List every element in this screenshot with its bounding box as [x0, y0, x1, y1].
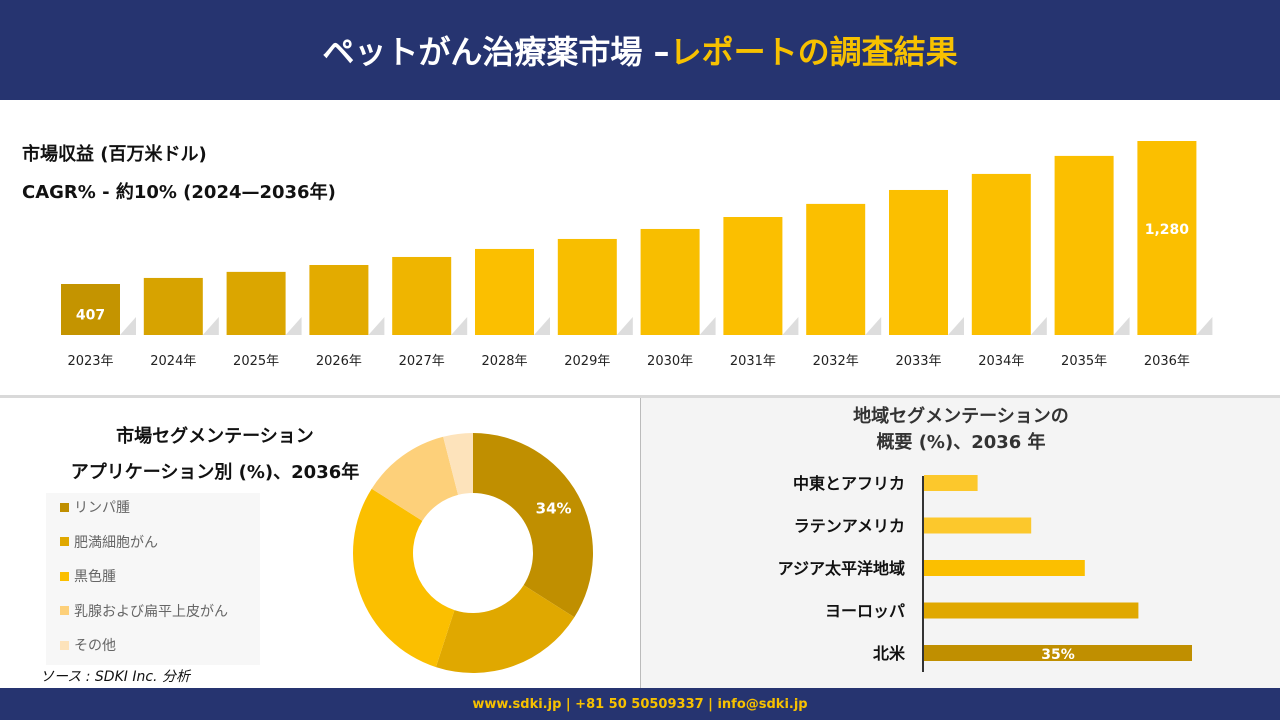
region-label: 北米 [873, 644, 906, 663]
region-label: アジア太平洋地域 [778, 559, 905, 578]
region-bar [924, 475, 978, 491]
donut-slice [443, 433, 473, 495]
legend-label: その他 [74, 638, 116, 654]
region-title-1: 地域セグメンテーションの [853, 406, 1069, 427]
bar [309, 264, 369, 335]
application-segmentation-panel: 市場セグメンテーション アプリケーション別 (%)、2036年 リンパ腫肥満細胞… [0, 398, 640, 688]
region-label: ラテンアメリカ [794, 517, 905, 536]
region-label: 中東とアフリカ [793, 474, 905, 493]
bar-shadow [1113, 317, 1130, 335]
bar-shadow [948, 317, 964, 335]
source-note: ソース : SDKI Inc. 分析 [40, 669, 190, 685]
x-tick-label: 2033年 [895, 354, 941, 369]
page-header: ペットがん治療薬市場 – レポートの調査結果 [0, 0, 1280, 100]
legend-swatch [60, 537, 69, 546]
revenue-label: 市場収益 (百万米ドル) [22, 144, 207, 165]
region-bar [924, 602, 1139, 619]
region-bar [924, 560, 1085, 576]
region-label: ヨーロッパ [825, 602, 905, 621]
bar-shadow [368, 317, 385, 335]
x-tick-label: 2024年 [150, 354, 196, 369]
cagr-label: CAGR% - 約10% (2024—2036年) [22, 182, 336, 203]
x-tick-label: 2025年 [233, 354, 279, 369]
x-tick-label: 2030年 [647, 354, 693, 369]
bar [723, 217, 783, 335]
x-tick-label: 2031年 [730, 354, 776, 369]
x-tick-label: 2027年 [399, 354, 445, 369]
bar-shadow [534, 317, 550, 335]
x-tick-label: 2032年 [813, 354, 859, 369]
bar [557, 238, 617, 335]
x-tick-label: 2034年 [978, 354, 1024, 369]
title-main: ペットがん治療薬市場 – [322, 33, 670, 71]
title-accent: レポートの調査結果 [669, 33, 958, 71]
bar [143, 277, 203, 335]
region-segmentation-panel: 地域セグメンテーションの 概要 (%)、2036 年 中東とアフリカ ラテンアメリ… [640, 398, 1280, 688]
legend-label: 乳腺および扁平上皮がん [74, 603, 228, 620]
legend-label: 肥満細胞がん [74, 534, 158, 551]
footer: www.sdki.jp | +81 50 50509337 | info@sdk… [0, 688, 1280, 720]
legend-item: その他 [60, 635, 116, 655]
legend-swatch [60, 502, 69, 512]
donut-slice [353, 488, 455, 668]
revenue-bar-chart: 2023年 407 2024年 2025年 2026年 2027年 2028年 2029年 20… [0, 100, 1280, 395]
bar-shadow [782, 317, 799, 335]
bar [1054, 155, 1114, 335]
bar-shadow [120, 317, 136, 335]
bar [806, 203, 866, 335]
region-bar [924, 517, 1032, 534]
bar-shadow [699, 317, 716, 335]
bar-shadow [1030, 317, 1047, 335]
donut-legend: リンパ腫肥満細胞がん 黒色腫乳腺および扁平上皮がん その他 [46, 493, 260, 665]
legend-swatch [60, 640, 69, 650]
region-title-2: 概要 (%)、2036 年 [876, 432, 1046, 453]
bar [475, 248, 534, 335]
data-label: 407 [76, 308, 105, 324]
donut-slice [435, 585, 575, 673]
bar-shadow [451, 317, 468, 335]
region-bar-chart: 中東とアフリカ ラテンアメリカアジア太平洋地域ヨーロッパ北米 35% [641, 458, 1280, 688]
segmentation-title-2: アプリケーション別 (%)、2036年 [70, 462, 360, 483]
legend-item: 肥満細胞がん [60, 532, 158, 552]
bar-data-label: 35% [1041, 647, 1075, 663]
x-tick-label: 2023年 [67, 354, 113, 369]
bar-shadow [202, 317, 219, 335]
x-tick-label: 2029年 [564, 354, 610, 369]
data-label: 1,280 [1145, 222, 1190, 238]
x-tick-label: 2026年 [316, 354, 362, 369]
legend-swatch [60, 606, 69, 615]
legend-item: 黒色腫 [60, 566, 116, 586]
segmentation-title-1: 市場セグメンテーション [116, 426, 314, 447]
region-bar [924, 645, 1192, 661]
legend-item: 乳腺および扁平上皮がん [60, 601, 228, 621]
divider [0, 395, 1280, 398]
bar-shadow [616, 317, 633, 335]
application-donut-chart: 34% [340, 423, 610, 683]
bar [1137, 141, 1197, 335]
legend-label: 黒色腫 [74, 569, 116, 585]
donut-slice [371, 436, 459, 521]
bar-shadow [865, 317, 882, 335]
bar [226, 271, 286, 335]
bar-shadow [285, 317, 302, 335]
slice-label: 34% [536, 500, 572, 518]
x-tick-label: 2035年 [1061, 354, 1107, 369]
legend-label: リンパ腫 [74, 500, 130, 516]
donut-slice [473, 433, 593, 618]
bar [889, 189, 948, 335]
x-tick-label: 2036年 [1144, 354, 1190, 369]
bar [392, 256, 452, 335]
bar-shadow [1196, 317, 1213, 335]
legend-swatch [60, 571, 69, 581]
bar [640, 228, 700, 335]
region-title: 地域セグメンテーションの 概要 (%)、2036 年 [641, 404, 1280, 456]
bar [61, 284, 120, 335]
contact-info: www.sdki.jp | +81 50 50509337 | info@sdk… [472, 696, 808, 712]
x-tick-label: 2028年 [481, 354, 527, 369]
legend-item: リンパ腫 [60, 497, 130, 517]
bar [971, 173, 1031, 335]
